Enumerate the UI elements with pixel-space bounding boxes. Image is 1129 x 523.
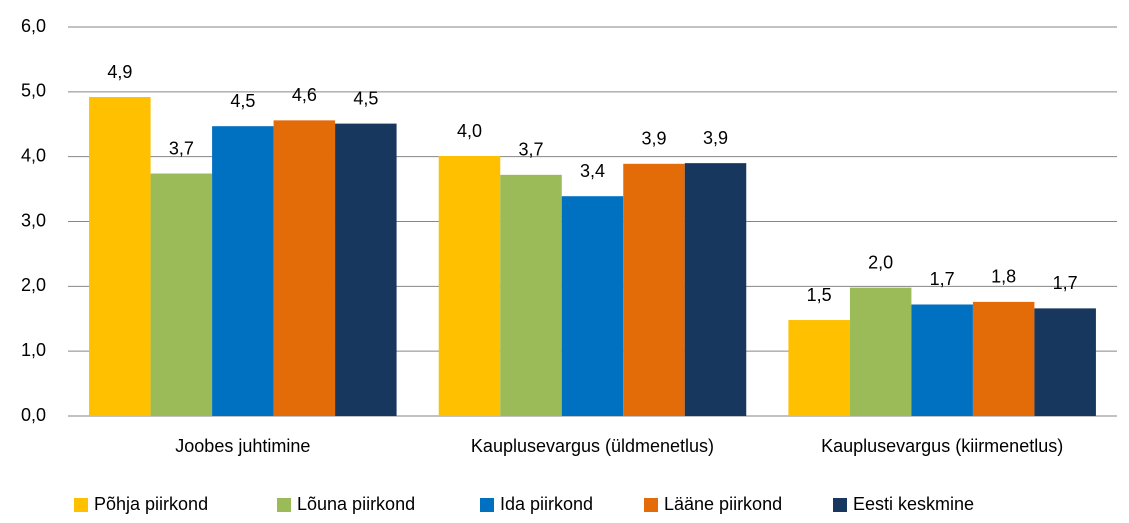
value-label: 1,7: [930, 269, 955, 289]
y-tick-label: 1,0: [21, 340, 46, 360]
value-label: 4,6: [292, 85, 317, 105]
value-label: 4,5: [230, 91, 255, 111]
bar: [684, 163, 747, 416]
bar: [911, 304, 973, 416]
value-label: 1,5: [807, 285, 832, 305]
y-tick-label: 5,0: [21, 81, 46, 101]
bar: [788, 320, 850, 416]
legend-label: Lääne piirkond: [664, 494, 782, 514]
bar: [150, 173, 213, 416]
value-label: 1,7: [1053, 273, 1078, 293]
bar: [500, 174, 562, 416]
legend-swatch: [277, 498, 291, 512]
legend-swatch: [644, 498, 658, 512]
bar: [1034, 308, 1096, 416]
bar: [623, 163, 685, 416]
legend-swatch: [833, 498, 847, 512]
y-tick-label: 6,0: [21, 16, 46, 36]
x-tick-label: Kauplusevargus (üldmenetlus): [471, 436, 714, 456]
legend-label: Ida piirkond: [500, 494, 593, 514]
bar: [335, 123, 397, 416]
bar: [972, 301, 1035, 416]
bar: [438, 156, 501, 417]
bar: [89, 97, 151, 417]
value-label: 3,4: [580, 161, 605, 181]
value-label: 4,5: [353, 88, 378, 108]
y-tick-label: 3,0: [21, 210, 46, 230]
x-tick-label: Joobes juhtimine: [175, 436, 310, 456]
value-label: 1,8: [991, 267, 1016, 287]
y-tick-label: 4,0: [21, 145, 46, 165]
value-label: 3,9: [703, 128, 728, 148]
bar: [273, 120, 336, 417]
legend-label: Lõuna piirkond: [297, 494, 415, 514]
value-label: 2,0: [868, 252, 893, 272]
bar: [212, 126, 274, 416]
y-tick-label: 2,0: [21, 275, 46, 295]
bar: [561, 196, 624, 416]
y-tick-label: 0,0: [21, 405, 46, 425]
legend-swatch: [74, 498, 88, 512]
value-label: 3,9: [641, 129, 666, 149]
value-label: 3,7: [518, 140, 543, 160]
legend-label: Põhja piirkond: [94, 494, 208, 514]
legend-swatch: [480, 498, 494, 512]
value-label: 3,7: [169, 138, 194, 158]
value-label: 4,0: [457, 121, 482, 141]
value-label: 4,9: [107, 62, 132, 82]
x-tick-label: Kauplusevargus (kiirmenetlus): [821, 436, 1063, 456]
bar: [849, 287, 912, 416]
legend-label: Eesti keskmine: [853, 494, 974, 514]
